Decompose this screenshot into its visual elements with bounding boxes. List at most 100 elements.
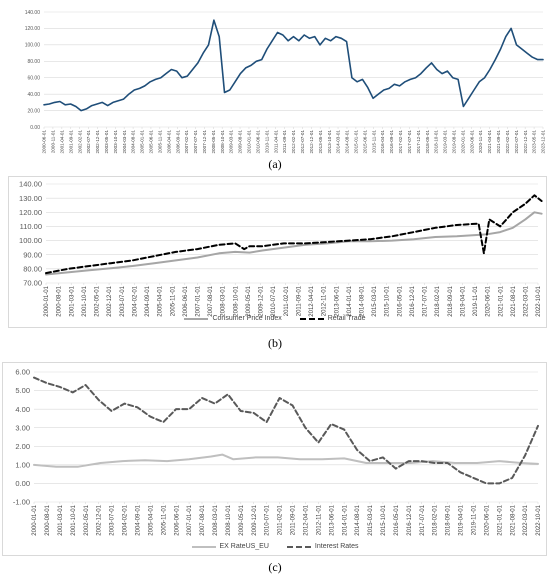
x-tick-label: 2018-02-01 — [435, 285, 441, 316]
x-tick-label: 2011-04-01 — [273, 130, 278, 154]
y-tick-label: 80.00 — [23, 264, 42, 273]
y-tick-label: 120.00 — [25, 26, 41, 32]
x-tick-label: 2012-12-01 — [309, 130, 314, 154]
x-tick-label: 2013-10-01 — [327, 130, 332, 154]
x-tick-label: 2001-10-01 — [82, 285, 88, 316]
x-tick-label: 2017-02-01 — [398, 130, 403, 154]
x-tick-label: 2001-10-01 — [71, 504, 77, 535]
x-tick-label: 2017-07-01 — [407, 130, 412, 154]
x-tick-label: 2014-08-01 — [359, 285, 365, 316]
x-tick-label: 2005-04-01 — [148, 504, 154, 535]
x-tick-label: 2002-02-01 — [77, 130, 82, 154]
x-tick-label: 2018-10-01 — [434, 130, 439, 154]
x-tick-label: 2019-03-01 — [443, 130, 448, 154]
x-tick-label: 2007-01-01 — [195, 285, 201, 316]
x-tick-label: 2021-04-01 — [487, 130, 492, 154]
x-tick-label: 2000-01-01 — [32, 504, 38, 535]
x-tick-label: 2006-04-01 — [166, 130, 171, 154]
legend-label-exrate: EX RateUS_EU — [219, 543, 269, 550]
x-tick-label: 2009-05-01 — [246, 285, 252, 316]
x-tick-label: 2022-02-01 — [505, 130, 510, 154]
x-tick-label: 2004-09-01 — [135, 504, 141, 535]
legend-label-interest: Interest Rates — [314, 543, 359, 550]
x-tick-label: 2015-10-01 — [385, 285, 391, 316]
y-tick-label: 1.00 — [15, 460, 30, 469]
x-tick-label: 2015-10-01 — [381, 504, 387, 535]
x-tick-label: 2015-01-01 — [353, 130, 358, 154]
x-tick-label: 2021-08-01 — [510, 504, 516, 535]
x-tick-label: 2013-06-01 — [334, 285, 340, 316]
x-tick-label: 2013-05-01 — [318, 130, 323, 154]
x-tick-label: 2011-09-01 — [291, 504, 297, 535]
retail-trade-line — [45, 194, 543, 275]
x-tick-label: 2016-05-01 — [397, 285, 403, 316]
chart-b-frame — [8, 176, 547, 328]
ex-rateus-eu-line — [33, 453, 539, 468]
x-tick-label: 2016-12-01 — [407, 504, 413, 535]
y-tick-label: 100.00 — [19, 236, 42, 245]
x-tick-label: 2021-01-01 — [497, 504, 503, 535]
x-tick-label: 2003-05-01 — [104, 130, 109, 154]
caption-b: (b) — [268, 336, 282, 350]
x-tick-label: 2008-05-01 — [211, 130, 216, 154]
x-tick-label: 2018-09-01 — [448, 285, 454, 316]
x-tick-label: 2020-06-01 — [484, 504, 490, 535]
y-tick-label: 0.00 — [15, 479, 30, 488]
x-tick-label: 2000-08-01 — [57, 285, 63, 316]
x-tick-label: 2022-03-01 — [523, 504, 529, 535]
x-tick-label: 2015-06-01 — [362, 130, 367, 154]
x-tick-label: 2016-09-01 — [389, 130, 394, 154]
x-tick-label: 2012-11-01 — [322, 285, 328, 316]
legend-label-cpi: Consumer Price Index — [212, 315, 282, 322]
chart-c-legend: EX RateUS_EU Interest Rates — [0, 543, 550, 550]
x-tick-label: 2003-10-01 — [113, 130, 118, 154]
x-tick-label: 2022-10-01 — [536, 285, 542, 316]
x-tick-label: 2014-01-01 — [347, 285, 353, 316]
legend-label-retail: Retail Trade — [327, 315, 366, 322]
legend-item-cpi: Consumer Price Index — [184, 315, 282, 322]
chart-b-plot: 70.00 80.00 90.00 100.00 110.00 120.00 130.00 1… — [19, 180, 543, 317]
x-tick-label: 2021-01-01 — [498, 285, 504, 316]
x-tick-label: 2000-01-01 — [44, 285, 50, 316]
y-tick-label: 70.00 — [23, 279, 42, 288]
y-tick-label: 130.00 — [19, 194, 42, 203]
y-tick-label: 100.00 — [25, 43, 41, 49]
x-tick-label: 2015-03-01 — [372, 285, 378, 316]
x-tick-label: 2012-11-01 — [316, 504, 322, 535]
x-tick-label: 2011-09-01 — [296, 285, 302, 316]
y-tick-label: -1.00 — [13, 498, 30, 507]
x-tick-label: 2005-11-01 — [170, 285, 176, 316]
x-tick-label: 2010-07-01 — [265, 504, 271, 535]
consumer-price-index-line — [45, 211, 543, 276]
y-tick-label: 140.00 — [25, 10, 41, 16]
x-tick-label: 2015-03-01 — [368, 504, 374, 535]
x-tick-label: 2002-12-01 — [95, 130, 100, 154]
x-tick-label: 2023-12-01 — [541, 130, 546, 154]
x-tick-label: 2015-11-01 — [371, 130, 376, 154]
x-tick-label: 2005-04-01 — [158, 285, 164, 316]
x-tick-label: 2020-01-01 — [460, 130, 465, 154]
x-tick-label: 2003-07-01 — [120, 285, 126, 316]
x-tick-label: 2022-10-01 — [536, 504, 542, 535]
x-tick-label: 2001-03-01 — [69, 285, 75, 316]
series-line — [43, 19, 544, 112]
y-tick-label: 60.00 — [27, 75, 40, 81]
x-tick-label: 2014-01-01 — [342, 504, 348, 535]
x-tick-label: 2002-07-01 — [86, 130, 91, 154]
y-tick-label: 5.00 — [15, 386, 30, 395]
caption-c: (c) — [268, 560, 282, 574]
y-tick-label: 3.00 — [15, 423, 30, 432]
x-tick-label: 2002-12-01 — [107, 285, 113, 316]
legend-swatch-retail — [299, 317, 324, 320]
x-tick-label: 2001-04-01 — [59, 130, 64, 154]
x-tick-label: 2018-02-01 — [433, 504, 439, 535]
legend-swatch-cpi — [184, 317, 209, 320]
x-tick-label: 2008-10-01 — [233, 285, 239, 316]
x-tick-label: 2010-01-01 — [247, 130, 252, 154]
y-tick-label: 2.00 — [15, 442, 30, 451]
x-tick-label: 2007-12-01 — [202, 130, 207, 154]
x-tick-label: 2008-03-01 — [213, 504, 219, 535]
y-tick-label: 90.00 — [23, 250, 42, 259]
legend-swatch-interest — [286, 545, 311, 548]
x-tick-label: 2016-04-01 — [380, 130, 385, 154]
